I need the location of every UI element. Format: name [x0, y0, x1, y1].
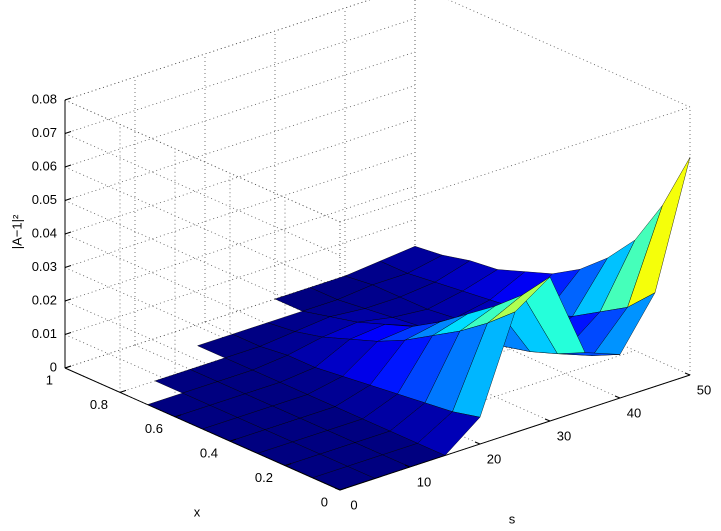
- box-edge: [339, 106, 691, 223]
- grid-line: [64, 99, 341, 223]
- s-tick-label: 40: [627, 405, 641, 420]
- x-tick: [64, 365, 72, 369]
- z-tick: [64, 332, 72, 335]
- s-axis: [339, 374, 691, 491]
- z-tick-label: 0.07: [32, 125, 57, 140]
- z-tick: [64, 231, 72, 235]
- z-axis-label: |A−1|²: [9, 214, 24, 249]
- s-tick: [614, 395, 621, 399]
- z-tick: [64, 97, 72, 101]
- x-tick-label: 0: [321, 494, 328, 509]
- grid-line: [64, 185, 416, 302]
- z-tick-label: 0.03: [32, 259, 57, 274]
- grid-line: [64, 85, 416, 201]
- z-tick-label: 0.04: [32, 225, 57, 240]
- box-edge: [64, 99, 341, 223]
- grid-line: [64, 118, 416, 235]
- x-axis-label: x: [194, 504, 201, 519]
- z-tick: [64, 298, 72, 302]
- grid-line: [64, 166, 341, 290]
- z-tick: [64, 131, 72, 134]
- x-tick-label: 0.6: [145, 421, 163, 436]
- z-tick-label: 0.05: [32, 192, 57, 207]
- s-tick: [404, 464, 411, 468]
- grid-line: [64, 18, 416, 134]
- z-tick-label: 0.01: [32, 326, 57, 341]
- z-tick-label: 0: [50, 359, 57, 374]
- x-tick-label: 0.8: [90, 397, 108, 412]
- z-tick-label: 0.02: [32, 292, 57, 307]
- s-tick: [474, 441, 481, 445]
- z-tick: [64, 198, 72, 201]
- grid-line: [64, 133, 341, 256]
- x-tick: [284, 463, 292, 467]
- x-tick: [339, 487, 347, 491]
- grid-line: [64, 0, 371, 101]
- z-tick-label: 0.08: [32, 91, 57, 106]
- s-tick-label: 20: [487, 451, 501, 466]
- x-tick-label: 0.4: [200, 446, 218, 461]
- grid-line: [64, 219, 416, 335]
- grid-line: [64, 152, 416, 268]
- s-tick-label: 50: [697, 382, 711, 397]
- x-tick: [229, 438, 237, 442]
- s-tick-label: 30: [557, 428, 571, 443]
- surface-patch: [627, 157, 691, 308]
- grid-line: [64, 51, 416, 168]
- surface: [146, 157, 691, 491]
- s-tick: [684, 372, 691, 376]
- z-tick: [64, 265, 72, 268]
- z-tick-label: 0.06: [32, 158, 57, 173]
- box-edge: [64, 0, 371, 101]
- box-edge: [447, 0, 691, 108]
- axes: 00.010.020.030.040.050.060.070.080102030…: [32, 91, 712, 512]
- s-tick: [334, 487, 341, 491]
- s-tick-label: 10: [417, 474, 431, 489]
- z-tick: [64, 164, 72, 168]
- x-tick-label: 0.2: [255, 470, 273, 485]
- s-tick: [544, 418, 551, 422]
- x-axis: [64, 367, 341, 491]
- x-tick: [174, 414, 182, 418]
- grid-line: [64, 252, 416, 369]
- x-tick: [119, 389, 127, 393]
- s-axis-label: s: [509, 511, 516, 526]
- x-tick-label: 1: [46, 372, 53, 387]
- s-tick-label: 0: [350, 497, 357, 512]
